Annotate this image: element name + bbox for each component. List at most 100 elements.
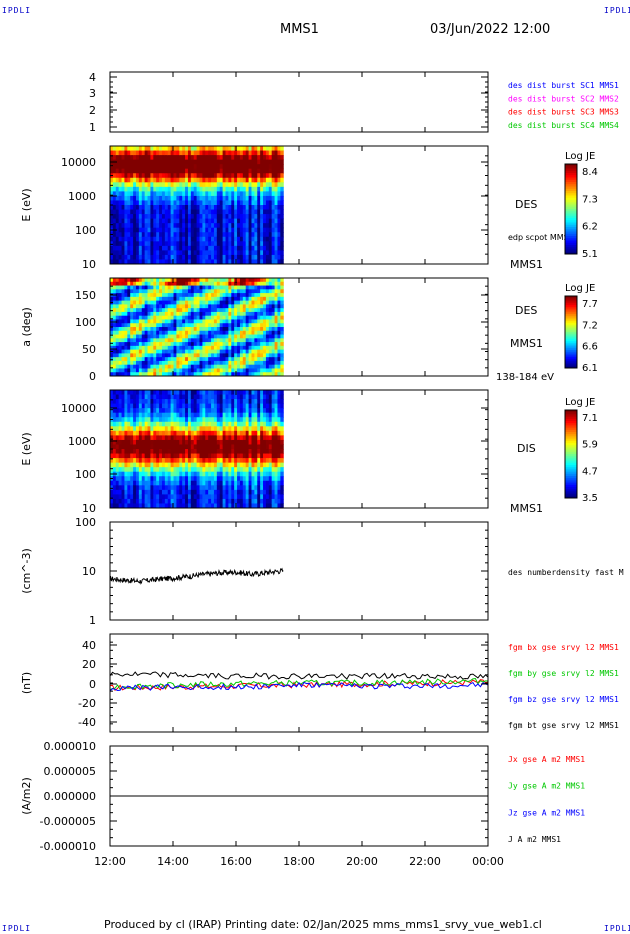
heatmap-cell <box>277 296 281 302</box>
heatmap-cell <box>277 353 281 358</box>
heatmap-cell <box>156 390 160 396</box>
heatmap-cell <box>115 177 120 183</box>
heatmap-cell <box>133 308 137 313</box>
heatmap-cell <box>245 330 250 336</box>
heatmap-cell <box>257 430 261 436</box>
heatmap-cell <box>110 168 114 174</box>
heatmap-cell <box>234 227 238 233</box>
heatmap-cell <box>277 227 281 233</box>
heatmap-cell <box>115 155 120 161</box>
heatmap-cell <box>161 471 166 477</box>
heatmap-cell <box>138 254 143 260</box>
heatmap-cell <box>237 285 241 290</box>
heatmap-cell <box>118 458 123 464</box>
heatmap-cell <box>216 480 221 486</box>
heatmap-cell <box>251 458 255 464</box>
heatmap-cell <box>141 164 146 170</box>
heatmap-cell <box>268 164 273 170</box>
heatmap-cell <box>202 444 206 450</box>
heatmap-cell <box>159 338 163 343</box>
heatmap-cell <box>271 205 276 211</box>
heatmap-cell <box>118 439 123 445</box>
heatmap-cell <box>130 390 134 396</box>
heatmap-cell <box>144 177 149 183</box>
heatmap-cell <box>228 489 232 495</box>
heatmap-cell <box>260 315 264 320</box>
heatmap-cell <box>202 296 206 302</box>
heatmap-cell <box>257 453 261 459</box>
heatmap-cell <box>124 195 128 201</box>
heatmap-cell <box>222 503 226 509</box>
heatmap-cell <box>280 164 284 170</box>
heatmap-cell <box>176 430 180 436</box>
heatmap-cell <box>112 304 117 309</box>
heatmap-cell <box>242 439 247 445</box>
heatmap-cell <box>153 278 157 283</box>
heatmap-cell <box>254 223 258 229</box>
heatmap-cell <box>208 308 212 313</box>
heatmap-cell <box>225 200 229 206</box>
heatmap-cell <box>251 289 255 294</box>
heatmap-cell <box>187 289 192 294</box>
heatmap-cell <box>193 241 198 247</box>
colorbar-tick-label: 6.2 <box>582 222 598 233</box>
heatmap-cell <box>179 296 183 302</box>
colorbar-segment <box>565 218 577 221</box>
heatmap-cell <box>251 345 255 351</box>
heatmap-cell <box>251 300 255 305</box>
heatmap-cell <box>135 364 140 369</box>
heatmap-cell <box>205 430 209 436</box>
heatmap-cell <box>225 412 229 418</box>
heatmap-cell <box>242 327 247 332</box>
heatmap-cell <box>248 177 252 183</box>
heatmap-cell <box>222 191 226 197</box>
heatmap-cell <box>170 311 175 317</box>
heatmap-cell <box>179 227 183 233</box>
heatmap-cell <box>156 209 160 215</box>
heatmap-cell <box>156 453 160 459</box>
heatmap-cell <box>271 462 276 468</box>
heatmap-cell <box>193 323 198 328</box>
heatmap-cell <box>222 489 226 495</box>
heatmap-cell <box>185 327 189 332</box>
heatmap-cell <box>213 417 218 423</box>
heatmap-cell <box>231 241 235 247</box>
heatmap-cell <box>225 421 229 427</box>
heatmap-cell <box>182 159 186 165</box>
heatmap-cell <box>170 435 175 441</box>
heatmap-cell <box>147 245 151 251</box>
heatmap-cell <box>190 285 195 290</box>
heatmap-cell <box>257 327 261 332</box>
heatmap-cell <box>208 214 212 220</box>
heatmap-cell <box>185 315 189 320</box>
heatmap-cell <box>121 254 125 260</box>
heatmap-cell <box>176 458 180 464</box>
heatmap-cell <box>161 259 166 265</box>
heatmap-cell <box>144 421 149 427</box>
heatmap-cell <box>193 417 198 423</box>
heatmap-cell <box>239 345 244 351</box>
heatmap-cell <box>130 417 134 423</box>
heatmap-cell <box>124 323 128 328</box>
heatmap-cell <box>248 444 252 450</box>
heatmap-cell <box>225 285 229 290</box>
heatmap-cell <box>251 186 255 192</box>
heatmap-cell <box>213 403 218 409</box>
heatmap-cell <box>263 439 267 445</box>
heatmap-cell <box>167 236 172 242</box>
heatmap-cell <box>121 471 125 477</box>
heatmap-cell <box>185 250 189 256</box>
heatmap-cell <box>141 357 146 362</box>
heatmap-cell <box>110 426 114 432</box>
heatmap-cell <box>135 182 140 188</box>
heatmap-cell <box>265 498 270 504</box>
heatmap-cell <box>187 323 192 328</box>
heatmap-cell <box>280 293 284 298</box>
heatmap-cell <box>242 503 247 509</box>
heatmap-cell <box>185 159 189 165</box>
heatmap-cell <box>118 430 123 436</box>
heatmap-cell <box>219 394 224 400</box>
heatmap-cell <box>118 304 123 309</box>
heatmap-cell <box>271 394 276 400</box>
heatmap-cell <box>167 462 172 468</box>
